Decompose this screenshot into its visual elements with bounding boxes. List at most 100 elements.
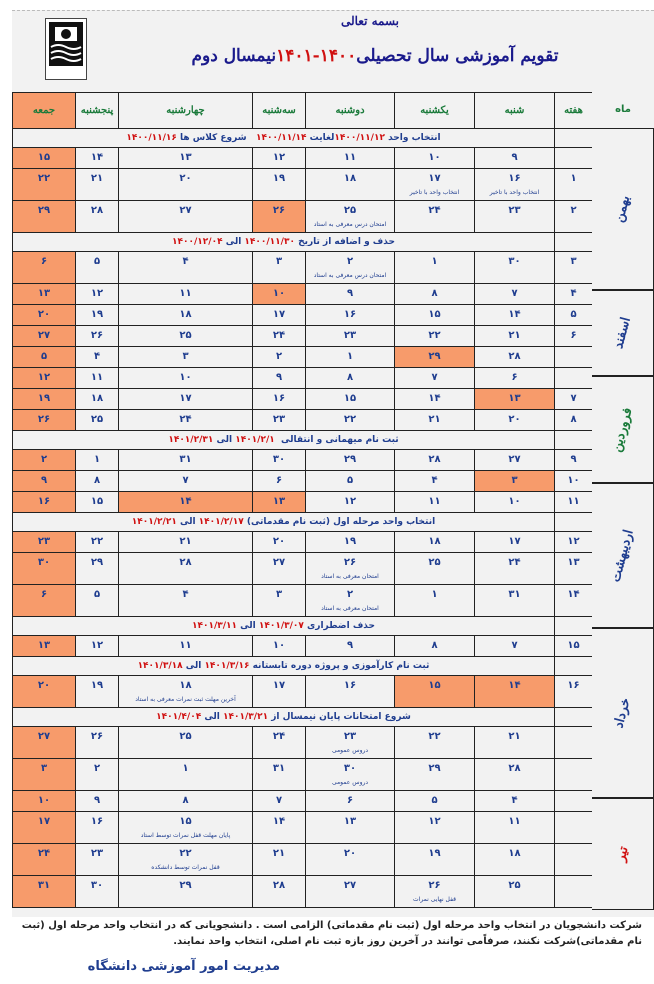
day-cell-wednesday: ۱۱: [118, 635, 253, 657]
day-cell-saturday: ۷: [474, 283, 555, 305]
day-cell-monday: ۱۸: [305, 168, 395, 201]
day-number: ۲۷: [37, 330, 51, 341]
header-sunday: یکشنبه: [394, 92, 475, 129]
day-number: ۱۷: [508, 536, 521, 547]
day-number: ۸: [431, 640, 438, 651]
day-cell-monday: ۱۶: [305, 675, 395, 708]
day-number: ۲۱: [508, 731, 521, 742]
day-cell-tuesday: ۱۰: [252, 283, 306, 305]
day-cell-thursday: ۱۲: [75, 283, 119, 305]
day-cell-wednesday: ۱۸: [118, 304, 253, 326]
week-row: ۶ ۷ ۸ ۹ ۱۰ ۱۱ ۱۲: [12, 367, 593, 389]
day-number: ۶: [346, 795, 354, 806]
day-cell-friday: ۱۹: [12, 388, 76, 410]
day-number: ۲۲: [37, 173, 51, 184]
day-number: ۳: [182, 351, 189, 362]
day-number: ۷: [182, 475, 189, 486]
day-cell-friday: ۱۰: [12, 790, 76, 812]
day-number: ۱۶: [90, 816, 104, 827]
day-cell-monday: ۹: [305, 283, 395, 305]
day-number: ۲۸: [428, 454, 441, 465]
header-week: هفته: [554, 92, 593, 129]
day-cell-saturday: ۱۶ انتخاب واحد با تاخیر: [474, 168, 555, 201]
event-date: ۱۴۰۰/۱۱/۱۶: [126, 133, 177, 143]
day-cell-tuesday: ۳۰: [252, 449, 306, 471]
day-number: ۱۸: [428, 536, 441, 547]
day-number: ۱۳: [37, 640, 51, 651]
day-cell-thursday: ۹: [75, 790, 119, 812]
day-number: ۱۹: [90, 309, 104, 320]
week-number-cell: ۲: [554, 200, 593, 233]
day-cell-thursday: ۲۸: [75, 200, 119, 233]
day-number: ۲۱: [90, 173, 104, 184]
day-number: ۶: [40, 256, 48, 267]
event-banner: انتخاب واحد مرحله اول (ثبت نام مقدماتی) …: [12, 512, 555, 532]
day-number: ۱۴: [508, 309, 521, 320]
day-cell-wednesday: ۲۱: [118, 531, 253, 553]
day-number: ۱۴: [179, 496, 192, 507]
day-number: ۳۱: [37, 880, 51, 891]
week-row: ۴ ۷ ۸ ۹ ۱۰ ۱۱ ۱۲ ۱۳: [12, 283, 593, 305]
header-row: هفته شنبه یکشنبه دوشنبه سه‌شنبه چهارشنبه…: [12, 92, 593, 129]
day-cell-wednesday: ۳۱: [118, 449, 253, 471]
day-cell-thursday: ۲۶: [75, 726, 119, 759]
header-friday: جمعه: [12, 92, 76, 129]
event-text: الی: [201, 712, 224, 722]
day-number: ۲۴: [179, 414, 192, 425]
day-number: ۳: [275, 589, 283, 600]
day-cell-saturday: ۱۴: [474, 675, 555, 708]
day-cell-thursday: ۱: [75, 449, 119, 471]
day-number: ۱۷: [37, 816, 51, 827]
day-number: ۳۰: [343, 763, 357, 774]
day-number: ۵: [93, 589, 101, 600]
day-cell-saturday: ۱۷: [474, 531, 555, 553]
day-cell-thursday: ۳۰: [75, 875, 119, 908]
event-text: لغایت: [306, 133, 335, 143]
day-number: ۳: [275, 256, 283, 267]
day-cell-wednesday: ۴: [118, 251, 253, 284]
day-number: ۲۶: [272, 205, 286, 216]
day-number: ۲: [40, 454, 48, 465]
day-number: ۲۶: [343, 557, 357, 568]
day-note: قفل نهایی نمرات: [413, 896, 456, 903]
month-label: اردیبهشت: [608, 527, 637, 584]
day-cell-saturday: ۲۷: [474, 449, 555, 471]
week-row: ۷ ۱۳ ۱۴ ۱۵ ۱۶ ۱۷ ۱۸ ۱۹: [12, 388, 593, 410]
event-date: ۱۴۰۰/۱۱/۱۲: [334, 133, 385, 143]
week-row: ۴ ۵ ۶ ۷ ۸ ۹ ۱۰: [12, 790, 593, 812]
day-number: ۱۶: [508, 173, 521, 184]
week-row: ۱۱ ۱۲ ۱۳ ۱۴ ۱۵ پایان مهلت قفل نمرات توسط استا…: [12, 811, 593, 844]
week-number-cell: ۳: [554, 251, 593, 284]
week-row: ۱۰ ۳ ۴ ۵ ۶ ۷ ۸ ۹: [12, 470, 593, 492]
week-number-cell: ۱۲: [554, 531, 593, 553]
event-text: شروع کلاس ها: [176, 133, 256, 143]
month-label: تیر: [613, 844, 632, 864]
day-number: ۲۳: [508, 205, 521, 216]
day-number: ۲۱: [272, 848, 286, 859]
day-cell-tuesday: ۱۲: [252, 147, 306, 169]
day-number: ۲۸: [508, 763, 521, 774]
day-number: ۲۶: [428, 880, 441, 891]
day-cell-thursday: ۲۱: [75, 168, 119, 201]
day-cell-thursday: ۱۶: [75, 811, 119, 844]
day-number: ۱۷: [272, 680, 286, 691]
week-number-cell: ۱: [554, 168, 593, 201]
day-cell-thursday: ۲۶: [75, 325, 119, 347]
day-cell-friday: ۲۰: [12, 675, 76, 708]
day-cell-thursday: ۱۹: [75, 675, 119, 708]
event-date: ۱۴۰۰/۱۱/۱۴: [256, 133, 307, 143]
week-row: ۹ ۲۷ ۲۸ ۲۹ ۳۰ ۳۱ ۱ ۲: [12, 449, 593, 471]
event-banner: ثبت نام میهمانی و انتقالی ۱۴۰۱/۲/۱ الی ۱…: [12, 430, 555, 450]
week-number-cell: [554, 875, 593, 908]
day-number: ۴: [93, 351, 101, 362]
day-cell-sunday: ۲۲: [394, 726, 475, 759]
day-cell-thursday: ۱۹: [75, 304, 119, 326]
day-number: ۱۹: [428, 848, 441, 859]
day-cell-monday: ۱۱: [305, 147, 395, 169]
day-number: ۲۸: [179, 557, 192, 568]
day-cell-friday: ۹: [12, 470, 76, 492]
day-number: ۳۰: [37, 557, 51, 568]
day-cell-friday: ۱۳: [12, 635, 76, 657]
day-cell-monday: ۱۲: [305, 491, 395, 513]
day-number: ۱۴: [508, 680, 521, 691]
